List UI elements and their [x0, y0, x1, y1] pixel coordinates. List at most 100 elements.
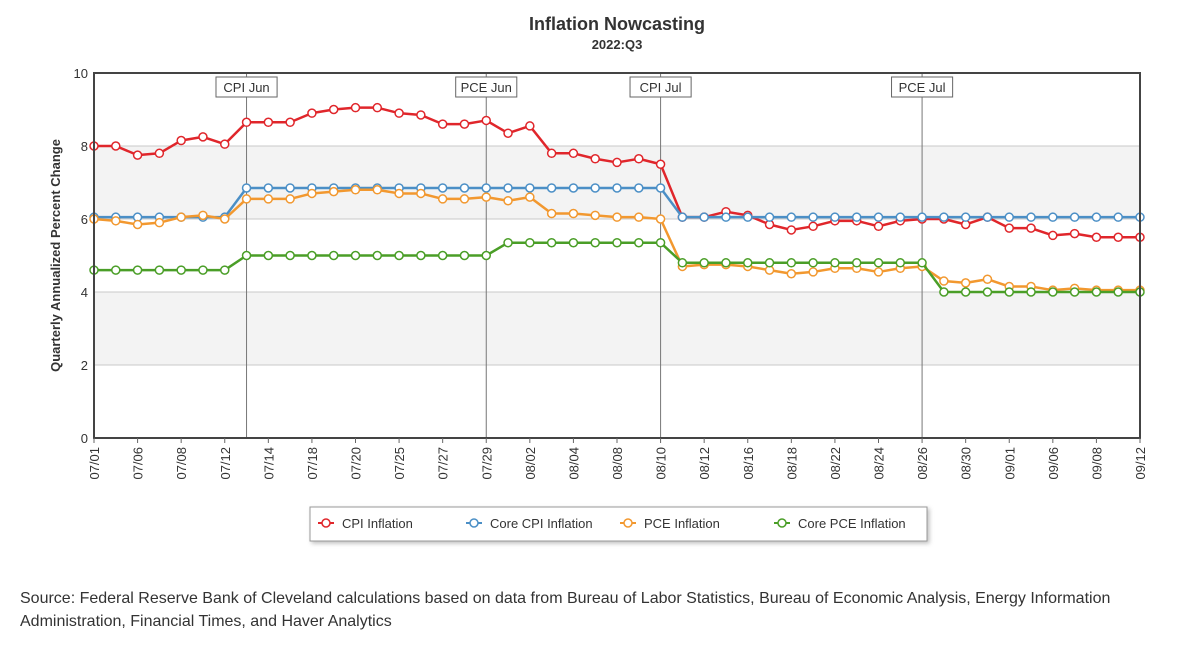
data-point[interactable] [546, 237, 557, 248]
data-point[interactable] [743, 212, 753, 222]
data-point[interactable] [655, 237, 666, 248]
data-point[interactable] [1004, 287, 1014, 297]
data-point[interactable] [503, 128, 513, 138]
data-point[interactable] [263, 194, 274, 204]
data-point[interactable] [503, 237, 513, 248]
data-point[interactable] [568, 183, 579, 193]
data-point[interactable] [132, 150, 143, 160]
data-point[interactable] [285, 194, 295, 204]
data-point[interactable] [307, 188, 317, 199]
data-point[interactable] [873, 212, 884, 222]
data-point[interactable] [111, 265, 121, 275]
data-point[interactable] [982, 274, 993, 284]
data-point[interactable] [546, 183, 557, 193]
data-point[interactable] [198, 265, 208, 275]
data-point[interactable] [764, 212, 775, 222]
legend-item[interactable]: Core CPI Inflation [466, 516, 593, 531]
data-point[interactable] [481, 250, 491, 261]
data-point[interactable] [459, 183, 470, 193]
data-point[interactable] [546, 208, 557, 219]
data-point[interactable] [1048, 287, 1058, 297]
data-point[interactable] [525, 192, 535, 202]
data-point[interactable] [525, 121, 535, 131]
data-point[interactable] [111, 216, 121, 226]
data-point[interactable] [634, 154, 644, 164]
data-point[interactable] [830, 258, 840, 268]
data-point[interactable] [503, 183, 513, 193]
data-point[interactable] [568, 208, 579, 219]
data-point[interactable] [307, 108, 317, 118]
data-point[interactable] [655, 183, 666, 193]
data-point[interactable] [437, 119, 448, 129]
data-point[interactable] [808, 212, 818, 222]
data-point[interactable] [350, 185, 361, 195]
data-point[interactable] [241, 117, 252, 128]
data-point[interactable] [503, 196, 513, 206]
data-point[interactable] [546, 148, 557, 159]
data-point[interactable] [634, 183, 644, 193]
data-point[interactable] [1069, 287, 1080, 297]
data-point[interactable] [1026, 212, 1036, 222]
data-point[interactable] [830, 212, 840, 222]
data-point[interactable] [590, 210, 600, 221]
data-point[interactable] [873, 267, 884, 277]
legend-item[interactable]: PCE Inflation [620, 516, 720, 531]
data-point[interactable] [939, 287, 949, 297]
data-point[interactable] [1113, 212, 1123, 222]
data-point[interactable] [285, 183, 295, 193]
data-point[interactable] [590, 237, 600, 248]
data-point[interactable] [808, 267, 818, 277]
data-point[interactable] [917, 258, 927, 268]
data-point[interactable] [1026, 287, 1036, 297]
legend-item[interactable]: CPI Inflation [318, 516, 413, 531]
data-point[interactable] [1004, 212, 1014, 222]
data-point[interactable] [699, 212, 709, 222]
data-point[interactable] [851, 258, 862, 268]
data-point[interactable] [416, 110, 426, 120]
data-point[interactable] [220, 139, 230, 149]
data-point[interactable] [481, 192, 491, 202]
data-point[interactable] [655, 159, 666, 169]
data-point[interactable] [939, 212, 949, 222]
data-point[interactable] [459, 119, 470, 129]
data-point[interactable] [525, 183, 535, 193]
data-point[interactable] [263, 117, 274, 128]
data-point[interactable] [241, 250, 252, 261]
data-point[interactable] [677, 212, 688, 222]
data-point[interactable] [960, 212, 971, 222]
data-point[interactable] [873, 221, 884, 232]
data-point[interactable] [851, 212, 862, 222]
data-point[interactable] [416, 188, 426, 199]
data-point[interactable] [111, 141, 121, 151]
data-point[interactable] [895, 258, 906, 268]
data-point[interactable] [960, 278, 971, 288]
data-point[interactable] [307, 250, 317, 261]
data-point[interactable] [721, 258, 731, 268]
data-point[interactable] [982, 212, 993, 222]
data-point[interactable] [220, 265, 230, 275]
data-point[interactable] [176, 265, 186, 275]
data-point[interactable] [459, 194, 470, 204]
data-point[interactable] [394, 108, 404, 118]
data-point[interactable] [285, 117, 295, 128]
data-point[interactable] [1091, 212, 1102, 222]
data-point[interactable] [1113, 232, 1123, 242]
data-point[interactable] [1069, 212, 1080, 222]
data-point[interactable] [263, 183, 274, 193]
data-point[interactable] [437, 194, 448, 204]
data-point[interactable] [612, 157, 622, 168]
data-point[interactable] [350, 102, 361, 113]
data-point[interactable] [176, 135, 186, 146]
data-point[interactable] [1048, 212, 1058, 222]
data-point[interactable] [198, 132, 208, 142]
data-point[interactable] [590, 183, 600, 193]
data-point[interactable] [873, 258, 884, 268]
data-point[interactable] [176, 212, 186, 222]
data-point[interactable] [198, 210, 208, 221]
data-point[interactable] [699, 258, 709, 268]
data-point[interactable] [808, 221, 818, 232]
data-point[interactable] [328, 186, 339, 197]
data-point[interactable] [328, 104, 339, 115]
data-point[interactable] [350, 250, 361, 261]
data-point[interactable] [917, 212, 927, 222]
